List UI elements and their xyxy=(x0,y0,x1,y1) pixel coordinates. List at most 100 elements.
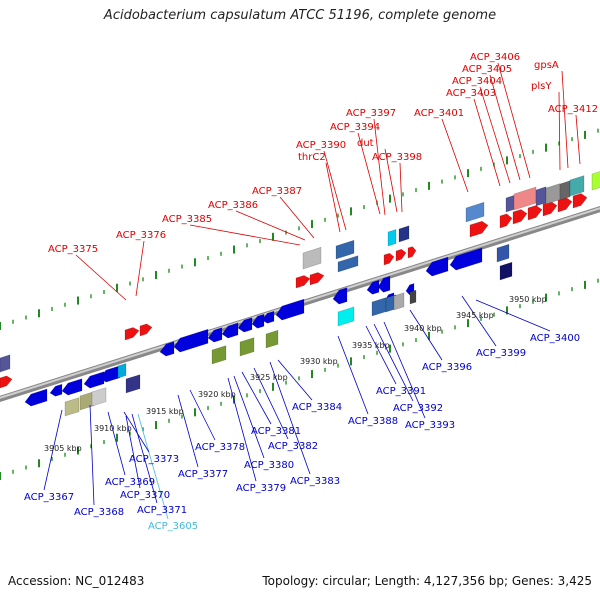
gene-label-acp_3368[interactable]: ACP_3368 xyxy=(74,507,124,518)
gene-label-acp_3405[interactable]: ACP_3405 xyxy=(462,64,512,75)
gene-label-acp_3385[interactable]: ACP_3385 xyxy=(162,214,212,225)
gene-label-acp_3375[interactable]: ACP_3375 xyxy=(48,244,98,255)
gene-feature[interactable] xyxy=(449,247,483,271)
gene-feature[interactable] xyxy=(64,397,80,417)
gene-feature[interactable] xyxy=(409,289,417,305)
gene-label-acp_3382[interactable]: ACP_3382 xyxy=(268,441,318,452)
gene-label-acp_3388[interactable]: ACP_3388 xyxy=(348,416,398,427)
gene-feature[interactable] xyxy=(377,275,391,293)
gene-feature[interactable] xyxy=(295,275,311,289)
gene-label-acp_3383[interactable]: ACP_3383 xyxy=(290,476,340,487)
gene-feature[interactable] xyxy=(265,329,279,349)
gene-label-acp_3369[interactable]: ACP_3369 xyxy=(105,477,155,488)
gene-label-acp_3400[interactable]: ACP_3400 xyxy=(530,333,580,344)
gene-label-gpsa[interactable]: gpsA xyxy=(534,60,559,71)
gene-feature[interactable] xyxy=(337,255,359,273)
gene-label-dut[interactable]: dut xyxy=(357,138,374,149)
gene-feature[interactable] xyxy=(275,298,305,321)
gene-feature[interactable] xyxy=(251,313,265,329)
gene-feature[interactable] xyxy=(535,186,547,207)
gene-feature[interactable] xyxy=(527,205,543,221)
gene-feature[interactable] xyxy=(309,272,325,286)
gene-feature[interactable] xyxy=(211,345,227,365)
gene-feature[interactable] xyxy=(591,171,600,191)
gene-feature[interactable] xyxy=(332,287,348,305)
gene-feature[interactable] xyxy=(496,243,510,263)
gene-feature[interactable] xyxy=(0,354,11,373)
gene-feature[interactable] xyxy=(387,229,397,247)
gene-feature[interactable] xyxy=(207,327,223,343)
gene-feature[interactable] xyxy=(124,327,140,341)
gene-feature[interactable] xyxy=(49,383,63,397)
gene-label-thrc2[interactable]: thrC2 xyxy=(298,152,326,163)
gene-feature[interactable] xyxy=(83,371,105,389)
gene-feature[interactable] xyxy=(117,363,127,379)
gene-feature[interactable] xyxy=(398,225,410,243)
gene-label-acp_3394[interactable]: ACP_3394 xyxy=(330,122,380,133)
gene-label-acp_3376[interactable]: ACP_3376 xyxy=(116,230,166,241)
gene-label-acp_3392[interactable]: ACP_3392 xyxy=(393,403,443,414)
gene-label-acp_3401[interactable]: ACP_3401 xyxy=(414,108,464,119)
gene-feature[interactable] xyxy=(24,388,48,407)
gene-feature[interactable] xyxy=(159,341,175,357)
gene-label-acp_3386[interactable]: ACP_3386 xyxy=(208,200,258,211)
gene-features[interactable] xyxy=(0,171,600,417)
gene-feature[interactable] xyxy=(79,391,95,411)
gene-feature[interactable] xyxy=(221,322,239,339)
gene-label-acp_3370[interactable]: ACP_3370 xyxy=(120,490,170,501)
gene-feature[interactable] xyxy=(383,252,395,266)
gene-label-acp_3379[interactable]: ACP_3379 xyxy=(236,483,286,494)
gene-label-acp_3399[interactable]: ACP_3399 xyxy=(476,348,526,359)
gene-feature[interactable] xyxy=(557,197,573,213)
gene-feature[interactable] xyxy=(366,279,380,295)
gene-label-acp_3373[interactable]: ACP_3373 xyxy=(129,454,179,465)
gene-label-acp_3384[interactable]: ACP_3384 xyxy=(292,402,342,413)
gene-label-acp_3412[interactable]: ACP_3412 xyxy=(548,104,598,115)
gene-feature[interactable] xyxy=(125,374,141,394)
gene-feature[interactable] xyxy=(499,261,513,281)
gene-label-acp_3371[interactable]: ACP_3371 xyxy=(137,505,187,516)
gene-feature[interactable] xyxy=(393,292,405,311)
gene-feature[interactable] xyxy=(395,248,407,262)
gene-feature[interactable] xyxy=(371,297,387,317)
gene-label-acp_3367[interactable]: ACP_3367 xyxy=(24,492,74,503)
gene-feature[interactable] xyxy=(239,337,255,357)
gene-feature[interactable] xyxy=(335,239,355,260)
gene-label-acp_3378[interactable]: ACP_3378 xyxy=(195,442,245,453)
gene-labels[interactable]: ACP_3375 ACP_3376 ACP_3385 ACP_3386 ACP_3387… xyxy=(24,52,598,532)
gene-feature[interactable] xyxy=(237,317,253,333)
gene-feature[interactable] xyxy=(569,175,585,197)
gene-label-acp_3398[interactable]: ACP_3398 xyxy=(372,152,422,163)
gene-feature[interactable] xyxy=(91,387,107,407)
gene-feature[interactable] xyxy=(469,220,489,238)
gene-feature[interactable] xyxy=(407,246,417,259)
gene-feature[interactable] xyxy=(173,328,209,353)
gene-feature[interactable] xyxy=(465,201,485,223)
gene-feature[interactable] xyxy=(542,201,558,217)
gene-feature[interactable] xyxy=(512,209,528,225)
gene-label-acp_3377[interactable]: ACP_3377 xyxy=(178,469,228,480)
gene-label-acp_3393[interactable]: ACP_3393 xyxy=(405,420,455,431)
gene-feature[interactable] xyxy=(499,213,513,229)
gene-label-acp_3390[interactable]: ACP_3390 xyxy=(296,140,346,151)
gene-feature[interactable] xyxy=(61,378,83,396)
gene-label-acp_3403[interactable]: ACP_3403 xyxy=(446,88,496,99)
gene-label-acp_3605[interactable]: ACP_3605 xyxy=(148,521,198,532)
gene-label-plsy[interactable]: plsY xyxy=(531,81,552,92)
gene-label-acp_3391[interactable]: ACP_3391 xyxy=(376,386,426,397)
gene-label-acp_3406[interactable]: ACP_3406 xyxy=(470,52,520,63)
gene-feature[interactable] xyxy=(139,323,153,337)
gene-label-acp_3380[interactable]: ACP_3380 xyxy=(244,460,294,471)
gene-feature[interactable] xyxy=(425,256,449,277)
gene-label-acp_3387[interactable]: ACP_3387 xyxy=(252,186,302,197)
gene-feature[interactable] xyxy=(302,246,322,270)
gene-label-acp_3397[interactable]: ACP_3397 xyxy=(346,108,396,119)
gene-label-acp_3381[interactable]: ACP_3381 xyxy=(251,426,301,437)
gene-feature[interactable] xyxy=(261,310,275,324)
gene-feature[interactable] xyxy=(572,193,588,209)
gene-feature[interactable] xyxy=(559,180,571,201)
gene-feature[interactable] xyxy=(0,375,13,389)
gene-label-acp_3404[interactable]: ACP_3404 xyxy=(452,76,502,87)
gene-feature[interactable] xyxy=(337,306,355,327)
